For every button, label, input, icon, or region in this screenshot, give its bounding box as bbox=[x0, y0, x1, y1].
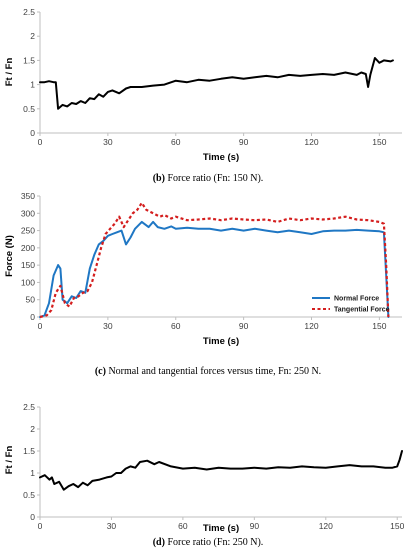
y-tick-label: 250 bbox=[21, 226, 35, 236]
x-tick-label: 60 bbox=[171, 321, 181, 331]
x-tick-label: 0 bbox=[38, 521, 43, 531]
y-axis-title: Ft / Fn bbox=[4, 446, 15, 475]
y-tick-label: 350 bbox=[21, 191, 35, 201]
x-tick-label: 150 bbox=[372, 321, 386, 331]
caption-text: Normal and tangential forces versus time… bbox=[106, 366, 321, 377]
chart-panel-d: 0 0.5 1 1.5 2 2.5 0 30 60 90 120 150 Time (s) Ft / Fn… bbox=[4, 402, 405, 548]
x-tick-label: 30 bbox=[103, 321, 113, 331]
y-tick-label: 1 bbox=[30, 80, 35, 90]
y-tick-label: 0.5 bbox=[23, 490, 35, 500]
y-tick-label: 0 bbox=[30, 128, 35, 138]
x-tick-label: 60 bbox=[171, 137, 181, 147]
x-tick-label: 120 bbox=[319, 521, 333, 531]
y-tick-label: 0 bbox=[30, 512, 35, 522]
y-tick-label: 0 bbox=[30, 312, 35, 322]
caption-text: Force ratio (Fn: 250 N). bbox=[165, 537, 263, 548]
series-line-tangential-force bbox=[39, 201, 390, 319]
y-tick-label: 2 bbox=[30, 31, 35, 41]
x-tick-label: 0 bbox=[38, 321, 43, 331]
y-tick-label: 150 bbox=[21, 260, 35, 270]
series-line-normal-force bbox=[39, 220, 390, 318]
caption-letter: (b) bbox=[153, 173, 165, 184]
x-tick-label: 120 bbox=[304, 137, 318, 147]
x-tick-label: 30 bbox=[103, 137, 113, 147]
legend-label: Normal Force bbox=[334, 296, 379, 303]
x-tick-label: 90 bbox=[250, 521, 260, 531]
y-tick-label: 1 bbox=[30, 468, 35, 478]
series-line bbox=[39, 57, 394, 110]
series-line bbox=[39, 450, 403, 491]
x-tick-label: 90 bbox=[239, 321, 249, 331]
y-tick-label: 2.5 bbox=[23, 402, 35, 412]
figure-caption: (b) Force ratio (Fn: 150 N). bbox=[153, 173, 264, 184]
legend-label: Tangential Force bbox=[334, 307, 390, 314]
x-tick-label: 60 bbox=[178, 521, 188, 531]
x-tick-label: 150 bbox=[372, 137, 386, 147]
y-tick-label: 1.5 bbox=[23, 55, 35, 65]
x-axis-title: Time (s) bbox=[203, 152, 239, 163]
figure-caption: (c) Normal and tangential forces versus … bbox=[95, 366, 321, 377]
chart-panel-c: 0 50 100 150 200 250 300 350 0 30 60 90 120 150 Time (… bbox=[4, 191, 402, 377]
y-tick-label: 100 bbox=[21, 277, 35, 287]
y-tick-label: 1.5 bbox=[23, 446, 35, 456]
x-tick-label: 90 bbox=[239, 137, 249, 147]
y-tick-label: 300 bbox=[21, 208, 35, 218]
x-tick-label: 150 bbox=[390, 521, 404, 531]
x-tick-label: 120 bbox=[304, 321, 318, 331]
y-axis-title: Force (N) bbox=[4, 235, 15, 277]
y-axis-title: Ft / Fn bbox=[4, 58, 15, 87]
x-tick-label: 30 bbox=[107, 521, 117, 531]
y-tick-label: 50 bbox=[26, 295, 36, 305]
figure-caption: (d) Force ratio (Fn: 250 N). bbox=[153, 537, 264, 548]
x-axis-title: Time (s) bbox=[203, 336, 239, 347]
chart-panel-b: 0 0.5 1 1.5 2 2.5 0 30 60 90 120 150 Time (s) Ft / Fn… bbox=[4, 7, 402, 184]
y-tick-label: 0.5 bbox=[23, 104, 35, 114]
x-tick-label: 0 bbox=[38, 137, 43, 147]
y-tick-label: 2.5 bbox=[23, 7, 35, 17]
y-tick-label: 2 bbox=[30, 424, 35, 434]
caption-letter: (c) bbox=[95, 366, 106, 377]
y-tick-label: 200 bbox=[21, 243, 35, 253]
caption-letter: (d) bbox=[153, 537, 165, 548]
caption-text: Force ratio (Fn: 150 N). bbox=[165, 173, 263, 184]
x-axis-title: Time (s) bbox=[203, 523, 239, 534]
